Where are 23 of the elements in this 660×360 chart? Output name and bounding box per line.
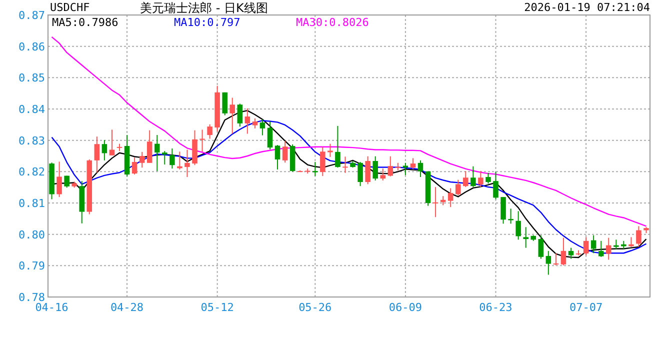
y-tick-label: 0.79 xyxy=(18,260,45,273)
y-tick-label: 0.86 xyxy=(18,40,45,54)
y-tick-label: 0.83 xyxy=(18,134,45,148)
y-tick-label: 0.84 xyxy=(18,103,46,116)
text: USDCHF xyxy=(50,1,90,14)
x-tick-label: 05-12 xyxy=(200,301,234,314)
y-tick-label: 0.85 xyxy=(18,72,45,85)
text: 2026-01-19 07:21:04 xyxy=(524,1,650,14)
x-tick-label: 04-16 xyxy=(35,301,68,314)
y-tick-label: 0.80 xyxy=(18,228,45,242)
text: MA5:0.7986 xyxy=(52,16,118,29)
x-tick-label: 04-28 xyxy=(110,301,144,314)
x-tick-label: 05-26 xyxy=(298,301,332,314)
y-tick-label: 0.82 xyxy=(18,166,45,179)
x-tick-label: 06-09 xyxy=(388,301,422,314)
x-tick-label: 06-23 xyxy=(479,301,512,314)
y-tick-label: 0.81 xyxy=(18,197,45,210)
y-tick-label: 0.87 xyxy=(18,9,45,22)
chart-title: 美元瑞士法郎 - 日K线图 xyxy=(140,1,268,15)
x-tick-label: 07-07 xyxy=(569,301,603,314)
text: MA30:0.8026 xyxy=(296,16,369,29)
y-tick-label: 0.78 xyxy=(18,291,45,304)
text: MA10:0.797 xyxy=(174,16,240,29)
